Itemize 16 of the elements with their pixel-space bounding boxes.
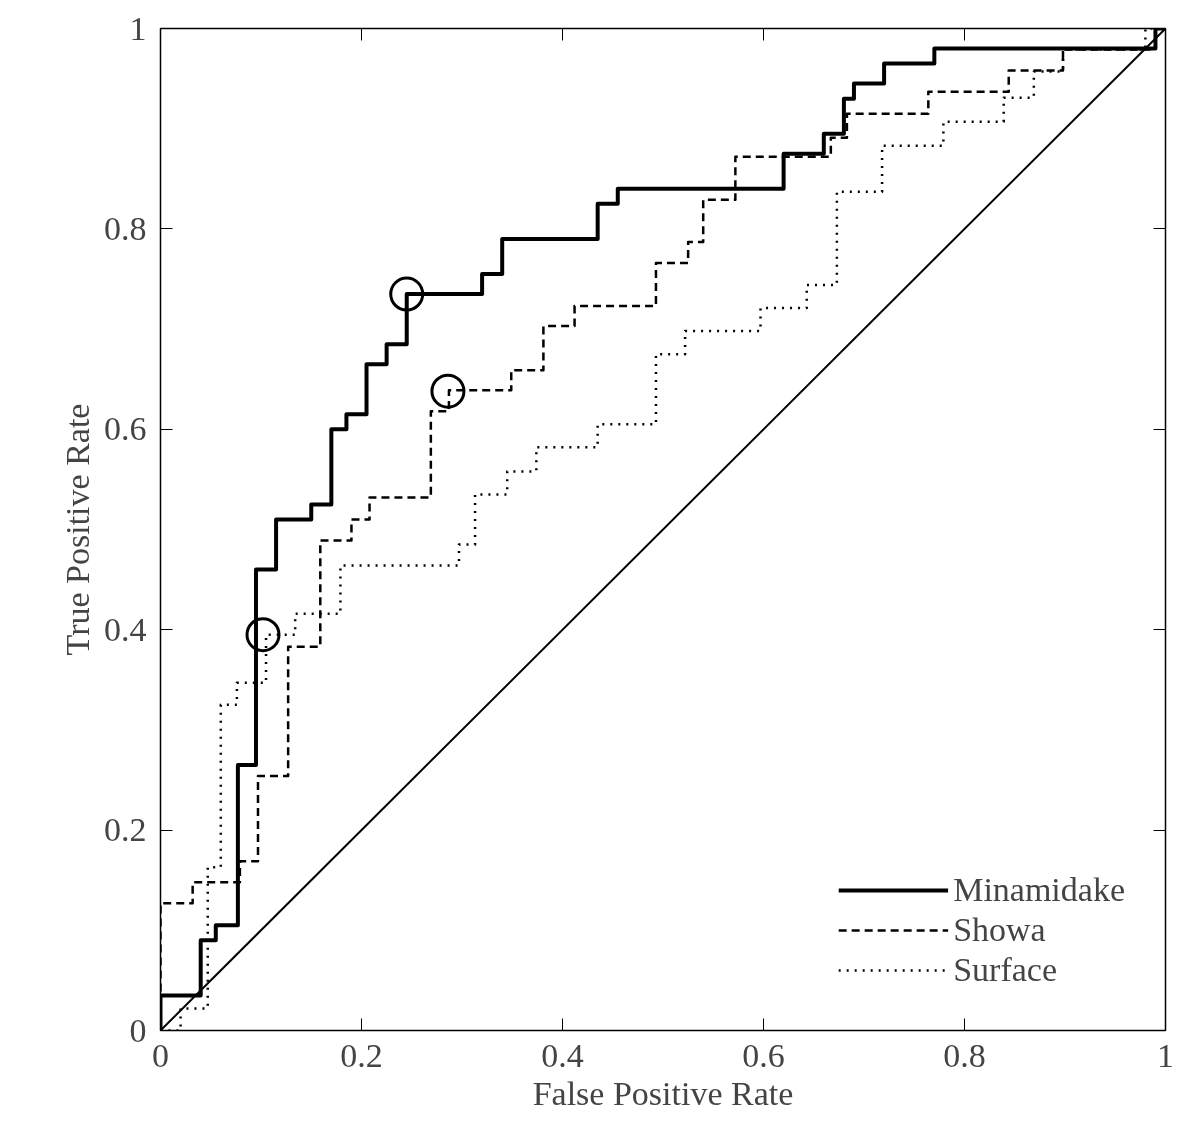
y-tick-label: 0.2 bbox=[104, 811, 147, 849]
y-tick-label: 0.4 bbox=[104, 610, 147, 648]
x-tick-label: 0.4 bbox=[541, 1036, 584, 1074]
legend-label: Surface bbox=[953, 950, 1057, 990]
y-tick-label: 0 bbox=[129, 1011, 147, 1049]
x-tick-label: 1 bbox=[1157, 1036, 1174, 1074]
legend-label: Minamidake bbox=[953, 870, 1125, 910]
x-tick-label: 0.6 bbox=[742, 1036, 785, 1074]
x-axis-title: False Positive Rate bbox=[532, 1074, 794, 1112]
x-tick-label: 0.2 bbox=[340, 1036, 383, 1074]
legend-label: Showa bbox=[953, 910, 1046, 950]
y-tick-label: 1 bbox=[129, 9, 147, 47]
y-tick-label: 0.8 bbox=[104, 209, 147, 247]
y-axis-title: True Positive Rate bbox=[59, 403, 96, 656]
y-tick-label: 0.6 bbox=[104, 410, 147, 448]
x-tick-label: 0.8 bbox=[943, 1036, 986, 1074]
